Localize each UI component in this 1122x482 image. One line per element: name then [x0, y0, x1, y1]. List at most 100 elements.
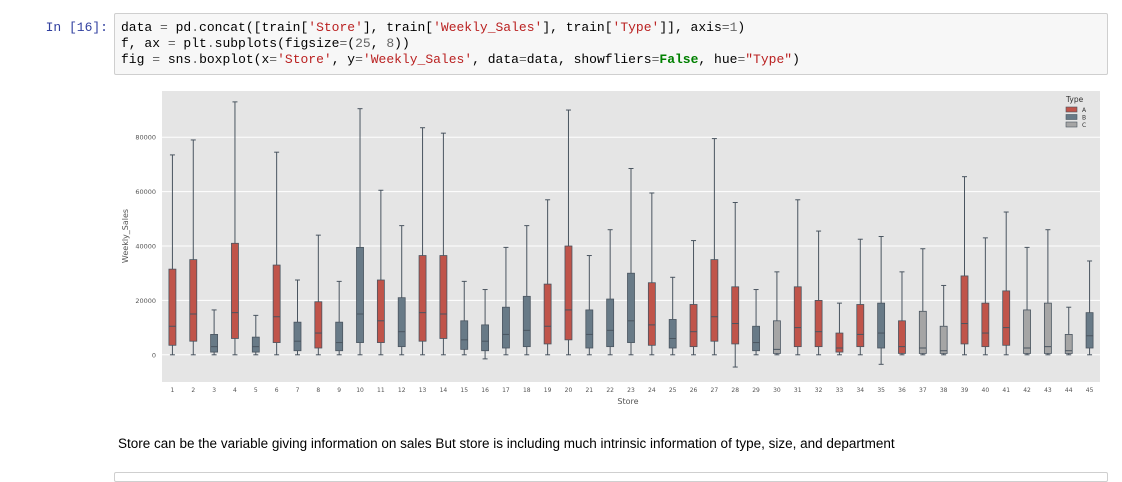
box-iqr: [585, 309, 594, 349]
x-tick-label: 26: [690, 387, 698, 394]
box-store-30: [773, 271, 781, 356]
box-iqr: [710, 259, 719, 342]
box-iqr: [460, 320, 469, 350]
x-tick-label: 41: [1002, 387, 1010, 394]
legend-title: Type: [1065, 95, 1084, 104]
x-tick-label: 36: [898, 387, 906, 394]
x-tick-label: 7: [296, 387, 300, 394]
box-store-19: [543, 199, 552, 356]
box-store-21: [585, 255, 594, 356]
box-store-36: [898, 271, 906, 356]
box-iqr: [689, 304, 698, 348]
box-iqr: [835, 332, 844, 353]
x-tick-label: 31: [794, 387, 802, 394]
x-tick-label: 32: [815, 387, 823, 394]
x-tick-label: 22: [606, 387, 614, 394]
box-iqr: [668, 319, 677, 349]
box-iqr: [1043, 302, 1052, 354]
x-tick-label: 43: [1044, 387, 1052, 394]
box-iqr: [814, 300, 823, 348]
y-axis-label: Weekly_Sales: [121, 209, 130, 263]
box-iqr: [752, 325, 760, 352]
x-tick-label: 23: [627, 387, 635, 394]
box-iqr: [1064, 334, 1073, 354]
box-store-13: [418, 127, 427, 356]
x-tick-label: 10: [356, 387, 364, 394]
box-iqr: [543, 283, 552, 345]
x-tick-label: 9: [337, 387, 341, 394]
box-iqr: [251, 336, 260, 353]
box-iqr: [210, 334, 219, 353]
box-store-45: [1085, 260, 1094, 356]
box-iqr: [335, 321, 344, 352]
x-tick-label: 35: [877, 387, 885, 394]
code-editor[interactable]: data = pd.concat([train['Store'], train[…: [114, 13, 1108, 75]
x-tick-label: 12: [398, 387, 406, 394]
x-tick-label: 40: [982, 387, 990, 394]
box-store-26: [689, 240, 698, 356]
x-tick-label: 14: [440, 387, 448, 394]
y-tick-label: 20000: [135, 297, 156, 305]
box-store-16: [481, 289, 489, 360]
box-store-42: [1023, 246, 1031, 356]
next-code-cell[interactable]: [114, 472, 1108, 482]
box-iqr: [773, 320, 781, 354]
x-tick-label: 28: [731, 387, 739, 394]
box-iqr: [939, 325, 948, 354]
box-store-11: [376, 189, 385, 356]
x-tick-label: 25: [669, 387, 677, 394]
y-ticks: 0 20000 40000 60000 80000: [135, 134, 156, 360]
box-iqr: [877, 302, 886, 349]
box-iqr: [231, 242, 239, 339]
box-store-12: [397, 225, 406, 356]
x-tick-label: 39: [961, 387, 969, 394]
box-store-7: [293, 279, 302, 356]
x-tick-label: 18: [523, 387, 531, 394]
box-store-22: [606, 229, 615, 356]
box-store-43: [1043, 229, 1052, 356]
box-iqr: [376, 279, 385, 343]
box-iqr: [1023, 309, 1031, 354]
x-tick-label: 8: [316, 387, 320, 394]
box-store-28: [731, 202, 740, 368]
x-tick-label: 16: [481, 387, 489, 394]
x-tick-label: 13: [419, 387, 427, 394]
box-iqr: [793, 286, 802, 348]
box-iqr: [731, 286, 740, 345]
legend-swatch-c: [1065, 121, 1078, 128]
box-store-10: [356, 108, 364, 356]
x-tick-label: 17: [502, 387, 510, 394]
box-iqr: [502, 306, 510, 349]
code-line-3: fig = sns.boxplot(x='Store', y='Weekly_S…: [121, 52, 800, 67]
box-store-37: [918, 248, 927, 356]
box-iqr: [606, 298, 615, 348]
box-store-24: [647, 192, 656, 356]
legend-label-b: B: [1082, 115, 1086, 122]
x-tick-label: 19: [544, 387, 552, 394]
x-tick-label: 27: [711, 387, 719, 394]
box-store-8: [314, 234, 323, 356]
box-store-15: [460, 280, 469, 356]
box-store-35: [877, 236, 886, 365]
y-tick-label: 40000: [135, 243, 156, 251]
x-tick-label: 20: [565, 387, 573, 394]
box-store-4: [231, 101, 239, 356]
box-iqr: [356, 246, 364, 343]
box-store-41: [1002, 211, 1011, 356]
box-iqr: [168, 268, 177, 346]
box-store-3: [210, 309, 219, 356]
box-iqr: [1002, 290, 1011, 346]
x-tick-label: 34: [856, 387, 864, 394]
legend-label-a: A: [1082, 107, 1087, 114]
markdown-cell: Store can be the variable giving informa…: [118, 436, 895, 451]
box-store-20: [564, 109, 573, 356]
box-store-17: [502, 246, 510, 356]
box-store-27: [710, 138, 719, 356]
box-iqr: [564, 245, 573, 341]
x-tick-label: 24: [648, 387, 656, 394]
y-tick-label: 0: [152, 351, 156, 359]
x-ticks: 1 2 3 4 5 6 7 8 9 10 11 12 13 14 15 16 17 18 19 20 21 22 23 24 2…: [171, 387, 1094, 394]
box-store-5: [251, 314, 260, 356]
box-iqr: [439, 255, 448, 339]
box-store-18: [522, 225, 531, 356]
